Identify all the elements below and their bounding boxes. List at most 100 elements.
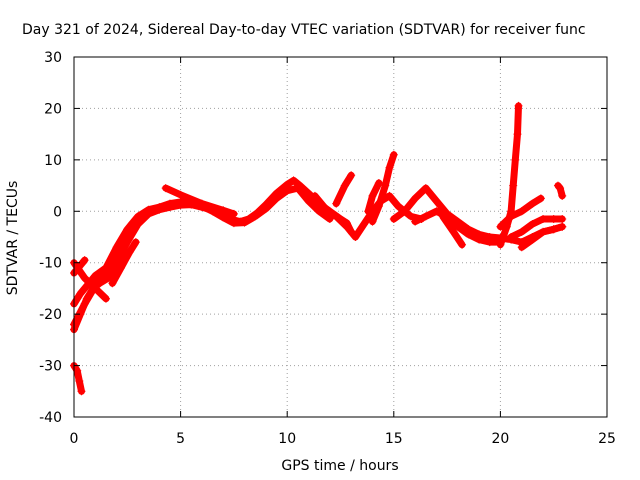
x-tick-label: 0 <box>70 431 79 447</box>
data-point <box>161 184 170 193</box>
data-point <box>485 238 494 247</box>
series-cross-b <box>70 233 129 328</box>
data-point <box>364 207 373 216</box>
x-axis-label: GPS time / hours <box>281 458 398 474</box>
data-point <box>549 215 558 223</box>
data-point <box>368 191 377 200</box>
data-layer <box>70 101 567 396</box>
data-point <box>340 181 349 190</box>
data-point <box>332 199 341 208</box>
data-point <box>155 203 164 212</box>
data-point <box>385 163 394 172</box>
data-point <box>528 235 537 244</box>
data-point <box>394 202 403 211</box>
data-point <box>539 215 548 223</box>
data-point <box>76 289 85 298</box>
data-point <box>240 218 249 227</box>
data-point <box>80 299 89 308</box>
y-tick-label: 30 <box>44 50 62 66</box>
data-point <box>509 181 518 190</box>
data-point <box>76 261 85 270</box>
data-point <box>411 217 420 226</box>
data-point <box>558 191 567 200</box>
plot-frame <box>73 56 608 418</box>
y-tick-label: -30 <box>39 359 62 375</box>
data-point <box>514 101 523 110</box>
x-tick-label: 5 <box>176 431 185 447</box>
data-point <box>73 366 82 375</box>
data-point <box>421 184 430 193</box>
data-point <box>558 215 567 223</box>
data-point <box>219 206 228 215</box>
data-point <box>176 198 185 207</box>
data-point <box>374 179 383 187</box>
data-point <box>304 197 313 205</box>
data-point <box>411 194 420 203</box>
data-point <box>536 194 545 203</box>
series-drop <box>70 362 85 395</box>
data-point <box>517 207 526 216</box>
data-point <box>464 230 473 239</box>
x-tick-label: 20 <box>491 431 509 447</box>
data-point <box>91 281 100 290</box>
data-point <box>406 212 415 221</box>
data-point <box>272 194 281 203</box>
data-point <box>108 279 117 288</box>
series-afternoon-1 <box>311 192 425 241</box>
data-point <box>101 269 110 277</box>
data-point <box>359 220 368 229</box>
y-axis-label: SDTVAR / TECUs <box>5 181 21 296</box>
data-point <box>517 243 526 252</box>
data-point <box>449 227 458 236</box>
data-point <box>219 213 228 222</box>
data-point <box>116 263 125 272</box>
data-point <box>558 222 567 231</box>
data-point <box>75 377 84 385</box>
data-point <box>528 199 537 208</box>
data-point <box>475 235 484 244</box>
data-point <box>549 225 558 234</box>
data-point <box>131 238 140 247</box>
data-point <box>229 209 238 218</box>
data-point <box>432 207 441 216</box>
data-point <box>458 240 467 249</box>
data-point <box>165 199 174 208</box>
y-tick-label: -40 <box>39 410 62 426</box>
data-point <box>389 150 398 159</box>
data-point <box>342 222 351 231</box>
series-afternoon-2 <box>332 171 355 208</box>
data-point <box>112 248 121 257</box>
data-point <box>347 171 356 180</box>
data-point <box>421 212 430 221</box>
data-point <box>229 219 238 228</box>
axes: 0 5 10 15 20 25 -40 -30 -20 -10 0 10 20 30 <box>39 50 616 447</box>
data-point <box>315 207 324 216</box>
data-point <box>283 186 292 195</box>
y-tick-label: 10 <box>44 153 62 169</box>
data-point <box>385 191 394 200</box>
data-point <box>496 222 505 231</box>
data-point <box>511 155 520 164</box>
data-point <box>539 227 548 236</box>
y-tick-label: 20 <box>44 101 62 117</box>
x-tick-label: 10 <box>278 431 296 447</box>
data-point <box>368 217 377 226</box>
data-point <box>289 176 298 185</box>
y-tick-label: 0 <box>53 204 62 220</box>
data-point <box>176 190 185 199</box>
data-point <box>496 240 505 249</box>
data-point <box>438 212 447 221</box>
data-point <box>261 204 270 213</box>
data-point <box>381 181 390 190</box>
data-point <box>389 215 398 223</box>
data-point <box>513 130 522 139</box>
y-tick-label: -10 <box>39 256 62 272</box>
data-point <box>293 184 302 193</box>
series-rise-3 <box>108 238 140 287</box>
data-point <box>101 294 110 303</box>
data-point <box>507 212 516 221</box>
data-point <box>374 202 383 211</box>
data-point <box>80 274 89 283</box>
data-point <box>123 225 132 234</box>
data-point <box>528 220 537 229</box>
